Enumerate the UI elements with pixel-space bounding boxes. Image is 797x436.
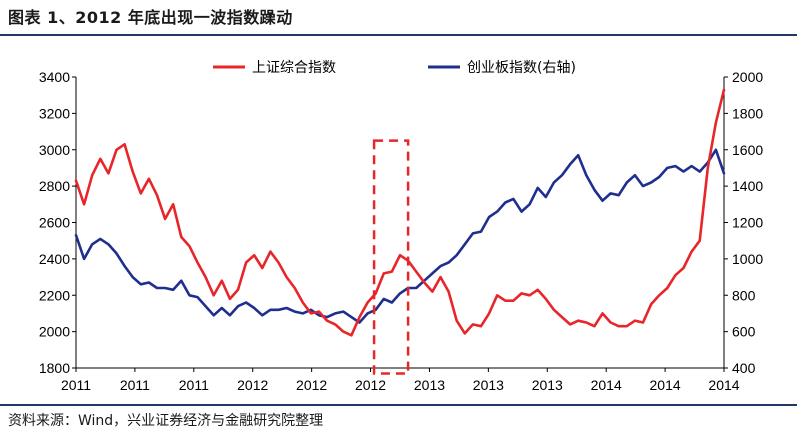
x-tick-label: 2013 — [532, 377, 563, 393]
line-chart: 1800 2000 2200 2400 2600 2800 3000 3200 3400 400… — [39, 60, 764, 393]
right-tick-label: 1600 — [732, 142, 763, 158]
left-tick-label: 2200 — [39, 287, 70, 303]
x-tick-label: 2011 — [179, 377, 209, 393]
x-tick-label: 2012 — [355, 377, 386, 393]
right-tick-label: 800 — [732, 287, 756, 303]
series-line-chinext — [74, 148, 726, 324]
left-tick-label: 2600 — [39, 215, 70, 231]
x-tick-label: 2014 — [650, 377, 681, 393]
x-tick-label: 2014 — [591, 377, 622, 393]
x-tick-label: 2014 — [708, 377, 739, 393]
x-tick-label: 2013 — [473, 377, 504, 393]
chart-title: 图表 1、2012 年底出现一波指数躁动 — [8, 8, 293, 27]
highlight-dashed-box — [372, 139, 410, 375]
x-tick-label: 2011 — [61, 377, 91, 393]
legend-label-chinext: 创业板指数(右轴) — [467, 60, 576, 76]
series-line-shanghai — [74, 88, 726, 337]
title-divider — [0, 34, 797, 36]
x-tick-label: 2011 — [120, 377, 150, 393]
left-tick-label: 2400 — [39, 251, 70, 267]
right-tick-label: 1800 — [732, 105, 763, 121]
left-tick-label: 2800 — [39, 178, 70, 194]
x-tick-label: 2013 — [414, 377, 445, 393]
right-tick-label: 1200 — [732, 215, 763, 231]
legend-label-shanghai: 上证综合指数 — [252, 60, 336, 76]
right-tick-label: 1000 — [732, 251, 763, 267]
x-tick-label: 2012 — [296, 377, 327, 393]
left-tick-label: 3400 — [39, 69, 70, 85]
right-tick-label: 1400 — [732, 178, 763, 194]
left-tick-label: 3000 — [39, 142, 70, 158]
right-tick-label: 2000 — [732, 69, 763, 85]
right-tick-label: 600 — [732, 324, 756, 340]
left-tick-label: 3200 — [39, 105, 70, 121]
x-tick-label: 2012 — [237, 377, 268, 393]
left-tick-label: 1800 — [39, 360, 70, 376]
source-divider — [0, 404, 797, 406]
right-tick-label: 400 — [732, 360, 756, 376]
source-note: 资料来源：Wind，兴业证券经济与金融研究院整理 — [8, 413, 324, 429]
left-tick-label: 2000 — [39, 324, 70, 340]
